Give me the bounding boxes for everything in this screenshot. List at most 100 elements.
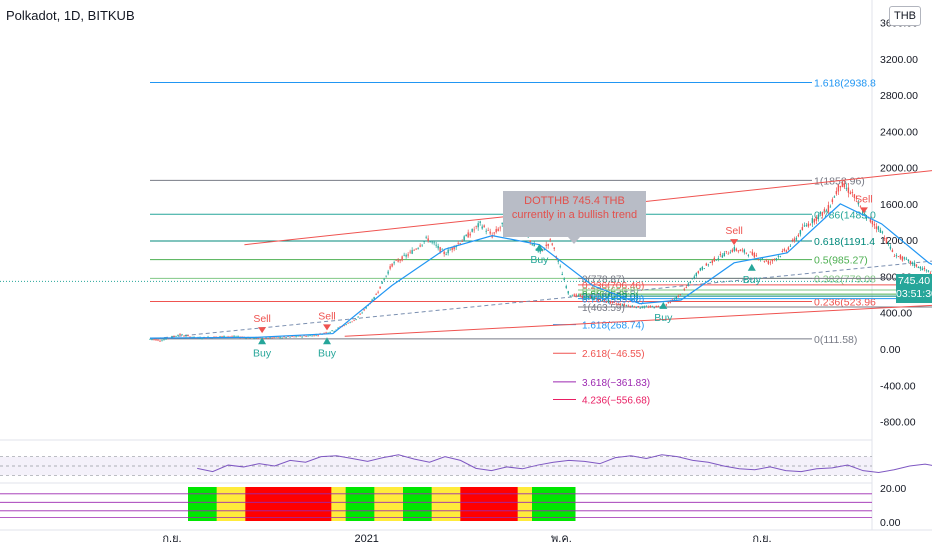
fib-ext-label: 1(463.59) [582,303,625,314]
candle-body [401,256,403,261]
channel-mid-dashed-line [149,260,932,340]
candle-body [269,337,271,339]
candle-body [821,212,824,216]
y-tick-label: 400.00 [880,308,912,320]
candle-body [221,336,223,337]
candle-body [751,251,754,255]
candle-body [455,246,457,248]
candle-body [853,194,856,198]
candle-body [915,264,918,267]
candle-body [637,306,639,308]
candle-body [587,296,589,298]
candle-body [905,258,908,260]
candle-body [337,327,339,329]
candle-body [471,228,473,232]
currency-button[interactable]: THB [889,6,921,26]
candle-body [301,336,303,338]
candle-body [917,266,920,268]
candle-body [665,304,667,306]
candle-body [833,196,836,198]
candle-body [641,306,643,308]
candle-body [427,238,429,242]
candle-body [585,296,587,299]
candle-body [537,251,539,253]
candle-body [869,219,872,222]
candle-body [219,336,221,338]
candle-body [583,296,585,298]
candle-body [449,249,451,251]
candle-body [179,333,181,335]
candle-body [561,274,563,276]
candle-body [227,336,229,338]
candle-body [623,304,625,306]
candle-body [697,271,699,273]
candle-body [715,259,718,261]
candle-body [475,225,477,227]
candle-body [327,332,329,334]
candle-body [483,225,485,228]
candle-body [257,337,259,339]
candle-body [603,300,605,302]
candle-body [495,229,497,233]
candle-body [901,256,904,261]
callout-pointer [568,237,580,244]
buy-signal-label: Buy [530,254,549,266]
candle-body [363,309,365,311]
sell-signal-label: Sell [253,313,271,325]
candle-body [797,234,800,237]
buy-arrow-icon [659,301,668,309]
candle-body [457,243,459,245]
candle-body [749,251,752,253]
candle-body [883,238,886,239]
rsi-line [197,454,932,474]
buy-signal-label: Buy [743,274,762,286]
candle-body [355,319,357,320]
candle-body [767,260,770,264]
candle-body [875,226,878,229]
candle-body [549,239,551,241]
candle-body [719,254,722,256]
candle-body [709,261,712,263]
fib-level-label: 1(1858.96) [814,175,865,187]
candle-body [171,336,173,338]
candle-body [589,297,591,298]
trend-segment [431,487,447,521]
candle-body [539,250,541,253]
candle-body [817,214,820,220]
candle-body [305,336,307,337]
trend-segment [331,487,347,521]
candle-body [653,307,655,309]
candle-body [893,256,896,258]
candle-body [481,226,483,229]
trend-segment [202,487,218,521]
candle-body [773,259,776,260]
rsi-band-fill [0,456,872,476]
trend-segment [460,487,476,521]
candle-body [387,271,389,274]
candle-body [651,306,653,308]
sell-signal-label: Sell [318,310,336,322]
sell-signal-label: Sell [725,225,743,237]
candle-body [667,301,669,303]
candle-body [903,257,906,259]
last-price-value: 745.40 [897,275,931,287]
candle-body [531,244,533,246]
candle-body [615,303,617,305]
candle-body [693,276,695,279]
candle-body [781,251,784,252]
candle-body [727,253,730,255]
trend-segment [374,487,390,521]
trend-segment [345,487,361,521]
candle-body [375,294,377,295]
candle-body [411,250,413,254]
candle-body [629,305,631,307]
x-tick-label: ก.ย. [752,533,771,545]
candle-body [859,206,862,208]
candle-body [681,293,683,295]
candle-body [873,224,876,226]
candle-body [815,217,818,221]
x-tick-label: พ.ค. [551,533,572,545]
candle-body [841,181,844,187]
candle-body [607,301,609,303]
